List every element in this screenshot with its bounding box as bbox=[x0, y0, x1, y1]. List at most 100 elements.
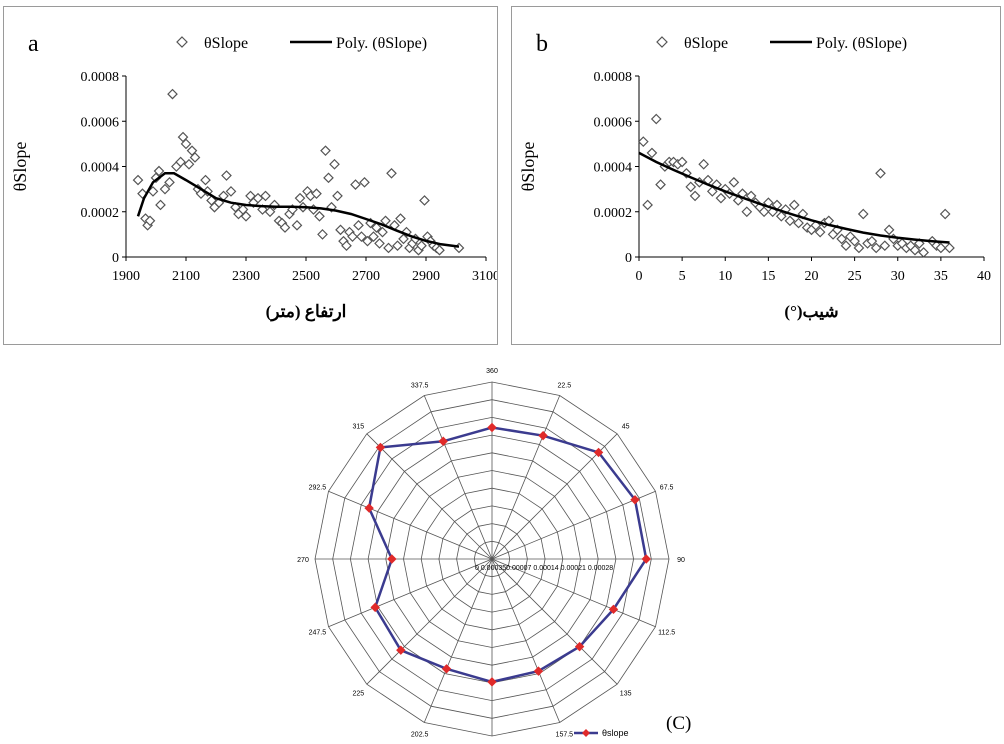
chart-a-data-point bbox=[155, 199, 166, 211]
chart-a-data-point bbox=[180, 138, 192, 150]
chart-b-y-tick-label: 0.0008 bbox=[594, 70, 633, 85]
chart-a-data-point bbox=[311, 188, 322, 199]
chart-b-data-point bbox=[849, 235, 860, 247]
chart-a-svg: a θSlope Poly. (θSlope) 0 0.0002 0.0004 0.0006… bbox=[10, 31, 497, 322]
chart-b-y-tick-label: 0.0006 bbox=[594, 115, 633, 130]
chart-a-data-point bbox=[386, 167, 397, 179]
chart-b-data-point bbox=[944, 242, 955, 254]
chart-a-y-tick-label: 0.0006 bbox=[81, 115, 120, 130]
radar-radial-axis-label: 0 0.000350.00007 0.00014 0.00021 0.00028 bbox=[475, 565, 613, 572]
chart-a-data-point bbox=[153, 165, 165, 177]
chart-a-data-point bbox=[164, 176, 175, 188]
radar-data-point bbox=[593, 447, 604, 458]
chart-b-data-point bbox=[758, 206, 770, 218]
radar-spoke bbox=[366, 558, 493, 685]
chart-b-y-tick-label: 0 bbox=[625, 251, 632, 266]
chart-a-data-point bbox=[374, 238, 385, 249]
chart-a-data-point bbox=[341, 240, 352, 252]
chart-b-x-tick-label: 20 bbox=[805, 269, 819, 284]
chart-a-data-point bbox=[356, 231, 367, 242]
radar-angle-label: 337.5 bbox=[411, 382, 429, 389]
chart-a-data-point bbox=[383, 242, 394, 254]
chart-a-data-point bbox=[335, 224, 346, 236]
radar-spoke bbox=[423, 395, 493, 560]
chart-a-x-tick-label: 1900 bbox=[112, 269, 140, 284]
chart-a-data-point bbox=[183, 158, 195, 170]
chart-a-data-point bbox=[200, 174, 211, 186]
chart-b-data-point bbox=[689, 190, 701, 202]
chart-a-data-point bbox=[317, 229, 328, 240]
chart-a-data-point bbox=[225, 186, 237, 197]
radar-data-point bbox=[370, 602, 380, 613]
chart-a-data-point bbox=[320, 145, 331, 157]
radar-data-point bbox=[608, 604, 619, 615]
chart-b-x-tick-label: 15 bbox=[761, 269, 775, 284]
radar-data-point bbox=[396, 645, 406, 655]
chart-a-data-point bbox=[167, 88, 178, 100]
chart-b-data-point bbox=[875, 167, 886, 179]
radar-data-point bbox=[438, 436, 448, 446]
radar-panel-label: (C) bbox=[666, 713, 691, 734]
radar-angle-label: 157.5 bbox=[556, 732, 574, 739]
radar-data-point bbox=[533, 666, 544, 676]
chart-b-data-point bbox=[728, 176, 740, 188]
chart-b-legend-label-poly: Poly. (θSlope) bbox=[816, 35, 907, 52]
chart-a-data-point bbox=[279, 222, 291, 233]
radar-data-point bbox=[574, 641, 585, 652]
chart-b-data-point bbox=[836, 233, 848, 245]
chart-b-x-tick-label: 25 bbox=[848, 269, 862, 284]
chart-b-data-point bbox=[909, 244, 921, 256]
chart-b-y-tick-label: 0.0002 bbox=[594, 206, 633, 221]
radar-angle-label: 292.5 bbox=[309, 485, 327, 492]
radar-angle-label: 135 bbox=[620, 691, 632, 698]
chart-a-x-tick-label: 2500 bbox=[292, 269, 320, 284]
radar-spoke bbox=[328, 558, 493, 628]
radar-angle-label: 247.5 bbox=[309, 629, 327, 636]
chart-a-data-point bbox=[323, 172, 334, 184]
radar-spoke bbox=[491, 558, 618, 685]
chart-b-data-point bbox=[642, 199, 653, 211]
radar-angle-label: 22.5 bbox=[558, 382, 572, 389]
chart-a-y-axis-title: θSlope bbox=[10, 142, 30, 192]
radar-data-point bbox=[487, 422, 497, 433]
chart-a-data-point bbox=[416, 240, 427, 252]
radar-spoke bbox=[491, 558, 561, 723]
chart-b-x-tick-label: 5 bbox=[679, 269, 686, 284]
chart-a-x-tick-label: 3100 bbox=[472, 269, 497, 284]
chart-a-data-point bbox=[371, 222, 382, 233]
radar-series-line bbox=[367, 426, 648, 684]
chart-b-data-point bbox=[870, 242, 882, 254]
chart-b-panel-label: b bbox=[536, 31, 548, 57]
chart-b-data-point bbox=[676, 156, 688, 168]
chart-a-x-tick-label: 2700 bbox=[352, 269, 380, 284]
chart-b-data-point bbox=[788, 199, 800, 211]
chart-a-data-point bbox=[314, 210, 325, 222]
chart-a-y-tick-label: 0.0008 bbox=[81, 70, 120, 85]
chart-a-x-tick-label: 2300 bbox=[232, 269, 260, 284]
chart-a-data-point bbox=[132, 174, 144, 186]
radar-angle-label: 202.5 bbox=[411, 732, 429, 739]
chart-a-y-tick-label: 0 bbox=[112, 251, 119, 266]
chart-b-data-point bbox=[793, 217, 804, 229]
chart-a-legend-label-scatter: θSlope bbox=[204, 35, 248, 52]
chart-a-data-point bbox=[329, 158, 340, 170]
chart-a-x-axis-title: ارتفاع (متر) bbox=[266, 302, 347, 322]
chart-a-data-point bbox=[368, 231, 379, 242]
radar-data-point bbox=[364, 503, 374, 513]
radar-angle-label: 67.5 bbox=[660, 485, 674, 492]
radar-data-point bbox=[641, 554, 651, 564]
radar-spoke bbox=[491, 558, 656, 628]
chart-panel-b: b θSlope Poly. (θSlope) 0 0.0002 0.0004 0.0006… bbox=[511, 6, 1001, 345]
radar-angle-label: 270 bbox=[297, 557, 309, 564]
chart-a-data-point bbox=[419, 195, 430, 206]
chart-a-data-point bbox=[291, 219, 303, 231]
radar-data-point bbox=[630, 495, 640, 505]
chart-a-data-point bbox=[392, 240, 403, 252]
chart-a-x-tick-label: 2900 bbox=[412, 269, 440, 284]
chart-b-data-point bbox=[650, 113, 662, 125]
radar-angle-label: 315 bbox=[353, 423, 365, 430]
chart-a-data-point bbox=[395, 213, 406, 224]
chart-panel-a: a θSlope Poly. (θSlope) 0 0.0002 0.0004 0.0006… bbox=[3, 6, 498, 345]
chart-c-svg: 36022.54567.590112.5135157.5180202.52252… bbox=[297, 368, 691, 739]
chart-b-data-point bbox=[939, 208, 951, 220]
